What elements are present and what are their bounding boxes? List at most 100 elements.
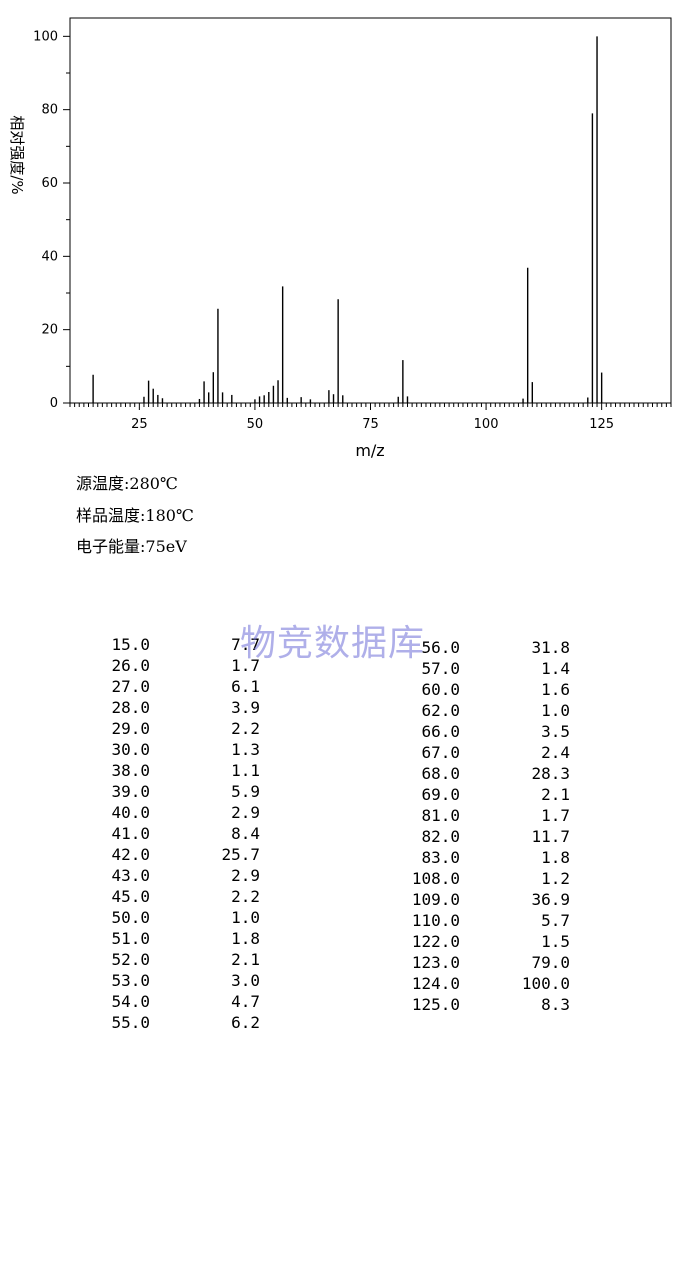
intensity-value: 31.8	[531, 638, 570, 657]
table-row: 28.0 3.9	[70, 698, 280, 719]
intensity-value: 2.4	[541, 743, 570, 762]
mz-value: 28.0	[111, 698, 150, 717]
mz-value: 40.0	[111, 803, 150, 822]
intensity-value: 1.7	[541, 806, 570, 825]
mz-value: 82.0	[421, 827, 460, 846]
mass-spectrum-chart: 25 50 75 100 125 0 20 40 60 80 100 m/z 相对强度/%	[8, 17, 672, 460]
intensity-value: 79.0	[531, 953, 570, 972]
mz-value: 42.0	[111, 845, 150, 864]
table-row: 39.0 5.9	[70, 782, 280, 803]
table-row: 81.0 1.7	[380, 806, 590, 827]
y-axis-label: 相对强度/%	[8, 115, 26, 194]
mz-value: 60.0	[421, 680, 460, 699]
intensity-value: 2.1	[231, 950, 260, 969]
intensity-value: 1.0	[231, 908, 260, 927]
x-tick-label: 25	[131, 417, 148, 432]
table-row: 55.0 6.2	[70, 1013, 280, 1034]
intensity-value: 1.6	[541, 680, 570, 699]
table-row: 82.0 11.7	[380, 827, 590, 848]
intensity-value: 2.2	[231, 719, 260, 738]
intensity-value: 2.9	[231, 866, 260, 885]
mz-value: 83.0	[421, 848, 460, 867]
y-tick-label: 0	[50, 396, 58, 411]
mz-value: 62.0	[421, 701, 460, 720]
y-tick-label: 80	[41, 103, 58, 118]
table-row: 125.0 8.3	[380, 995, 590, 1016]
table-row: 43.0 2.9	[70, 866, 280, 887]
intensity-value: 2.1	[541, 785, 570, 804]
mz-value: 43.0	[111, 866, 150, 885]
mz-value: 109.0	[411, 890, 460, 909]
table-row: 45.0 2.2	[70, 887, 280, 908]
mz-value: 30.0	[111, 740, 150, 759]
mz-value: 124.0	[411, 974, 460, 993]
intensity-value: 1.8	[231, 929, 260, 948]
intensity-value: 2.9	[231, 803, 260, 822]
tick-labels: 25 50 75 100 125 0 20 40 60 80 100	[33, 29, 614, 432]
mz-value: 81.0	[421, 806, 460, 825]
table-row: 26.0 1.7	[70, 656, 280, 677]
table-row: 60.0 1.6	[380, 680, 590, 701]
mz-value: 110.0	[411, 911, 460, 930]
table-row: 40.0 2.9	[70, 803, 280, 824]
table-row: 15.0 7.7	[70, 635, 280, 656]
intensity-value: 1.1	[231, 761, 260, 780]
mz-value: 39.0	[111, 782, 150, 801]
table-row: 123.0 79.0	[380, 953, 590, 974]
mz-value: 67.0	[421, 743, 460, 762]
intensity-value: 7.7	[231, 635, 260, 654]
intensity-value: 4.7	[231, 992, 260, 1011]
mz-value: 55.0	[111, 1013, 150, 1032]
table-row: 54.0 4.7	[70, 992, 280, 1013]
mz-value: 108.0	[411, 869, 460, 888]
table-row: 124.0 100.0	[380, 974, 590, 995]
intensity-value: 1.4	[541, 659, 570, 678]
table-row: 38.0 1.1	[70, 761, 280, 782]
source-temperature: 源温度:280℃	[76, 474, 178, 493]
axis-ticks	[63, 35, 672, 410]
table-row: 51.0 1.8	[70, 929, 280, 950]
mz-value: 41.0	[111, 824, 150, 843]
table-row: 62.0 1.0	[380, 701, 590, 722]
intensity-value: 5.9	[231, 782, 260, 801]
x-tick-label: 75	[362, 417, 379, 432]
mz-value: 56.0	[421, 638, 460, 657]
intensity-value: 3.9	[231, 698, 260, 717]
table-row: 66.0 3.5	[380, 722, 590, 743]
table-row: 50.0 1.0	[70, 908, 280, 929]
x-tick-label: 50	[247, 417, 264, 432]
intensity-value: 8.3	[541, 995, 570, 1014]
table-row: 68.0 28.3	[380, 764, 590, 785]
mz-value: 68.0	[421, 764, 460, 783]
mz-value: 122.0	[411, 932, 460, 951]
intensity-value: 11.7	[531, 827, 570, 846]
intensity-value: 6.2	[231, 1013, 260, 1032]
mz-value: 26.0	[111, 656, 150, 675]
table-row: 109.0 36.9	[380, 890, 590, 911]
table-row: 41.0 8.4	[70, 824, 280, 845]
table-row: 29.0 2.2	[70, 719, 280, 740]
mz-value: 51.0	[111, 929, 150, 948]
mz-value: 66.0	[421, 722, 460, 741]
mz-value: 45.0	[111, 887, 150, 906]
mz-value: 123.0	[411, 953, 460, 972]
y-tick-label: 20	[41, 323, 58, 338]
intensity-value: 5.7	[541, 911, 570, 930]
intensity-value: 1.3	[231, 740, 260, 759]
intensity-value: 3.5	[541, 722, 570, 741]
table-row: 110.0 5.7	[380, 911, 590, 932]
peak-bars	[92, 36, 603, 403]
table-row: 108.0 1.2	[380, 869, 590, 890]
mz-value: 15.0	[111, 635, 150, 654]
x-tick-label: 100	[474, 417, 499, 432]
mz-value: 57.0	[421, 659, 460, 678]
y-tick-label: 60	[41, 176, 58, 191]
table-row: 30.0 1.3	[70, 740, 280, 761]
table-row: 42.0 25.7	[70, 845, 280, 866]
table-row: 122.0 1.5	[380, 932, 590, 953]
mz-value: 27.0	[111, 677, 150, 696]
sample-temperature: 样品温度:180℃	[76, 505, 194, 525]
table-row: 57.0 1.4	[380, 659, 590, 680]
y-tick-label: 100	[33, 29, 58, 44]
intensity-value: 100.0	[521, 974, 570, 993]
